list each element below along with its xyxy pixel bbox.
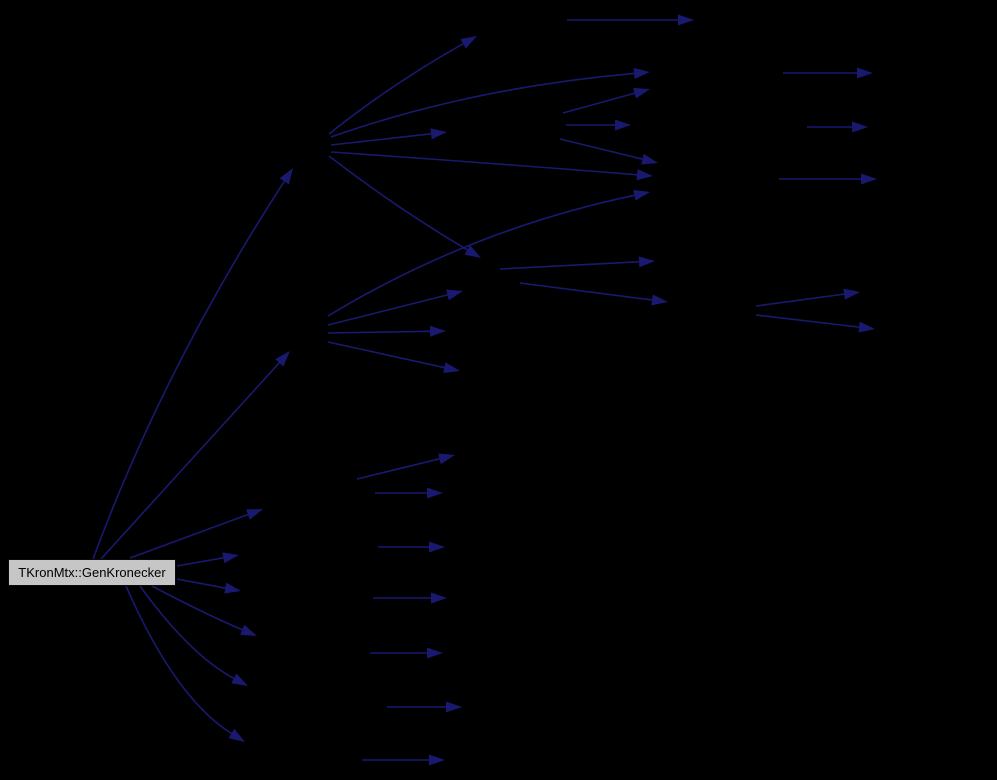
graph-edge [356,458,440,480]
graph-edge [328,43,464,135]
graph-arrowhead [843,288,860,300]
graph-arrowhead [431,592,447,604]
graph-arrowhead [427,487,443,499]
graph-edge [562,92,635,114]
graph-edge [327,341,445,369]
graph-arrowhead [446,289,463,301]
graph-arrowhead [615,119,631,131]
graph-edge [330,132,432,146]
graph-arrowhead [222,552,239,564]
graph-arrowhead [438,453,455,465]
graph-arrowhead [857,67,873,79]
graph-edge [755,293,845,307]
graph-arrowhead [429,325,446,337]
graph-arrowhead [638,256,655,268]
graph-edge [151,585,243,631]
graph-edge [519,282,653,301]
graph-edge [100,362,280,560]
graph-arrowhead [240,624,257,636]
graph-edge [327,330,431,334]
graph-edge [327,194,635,317]
graph-arrowhead [633,189,650,201]
graph-arrowhead [446,701,462,713]
graph-arrowhead [633,67,650,79]
graph-arrowhead [429,541,445,553]
graph-arrowhead [464,245,481,258]
graph-arrowhead [633,87,650,99]
graph-arrowhead [651,294,668,306]
graph-arrowhead [228,728,245,742]
graph-edge [139,585,235,680]
node-tkronmtx-genkronecker[interactable]: TKronMtx::GenKronecker [8,559,176,586]
graph-arrowhead [427,647,443,659]
graph-edge [755,314,860,328]
graph-edge [499,261,640,270]
graph-edge [330,151,638,176]
graph-edge [559,138,643,160]
graph-arrowhead [861,173,877,185]
graph-arrowhead [231,673,248,686]
graph-arrowhead [443,362,460,373]
graph-arrowhead [224,582,241,594]
graph-edge [327,294,448,326]
graph-arrowhead [275,351,290,367]
graph-edge [328,155,468,251]
node-label: TKronMtx::GenKronecker [18,565,166,580]
graph-arrowhead [279,168,293,185]
graph-arrowhead [636,169,653,181]
graph-arrowhead [460,36,477,49]
graph-arrowhead [641,153,658,165]
graph-edge [330,72,635,138]
graph-arrowhead [852,121,868,133]
graph-edge [176,578,226,589]
graph-arrowhead [246,509,263,520]
graph-edge [92,180,285,560]
graph-edge [125,585,232,735]
graph-edge [129,513,249,559]
graph-edge [176,557,224,567]
graph-arrowhead [429,754,445,766]
graph-arrowhead [678,14,694,26]
graph-arrowhead [430,128,447,140]
graph-arrowhead [858,321,875,333]
